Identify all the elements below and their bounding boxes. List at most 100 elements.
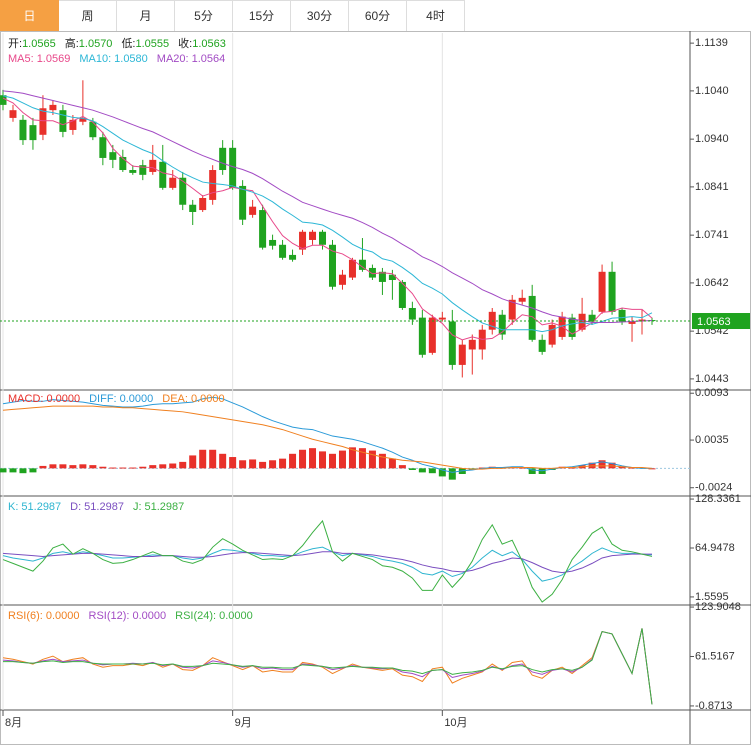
macd-bar (438, 468, 446, 477)
candle-body (29, 125, 37, 141)
indicator-line (2, 546, 653, 582)
macd-bar (528, 468, 536, 474)
legend-name: MACD: (8, 393, 44, 405)
indicator-line (2, 396, 652, 473)
legend-label: 收: (178, 38, 193, 50)
legend-value: 1.0580 (114, 53, 148, 65)
legend-label: 高: (64, 38, 79, 50)
candle-body (588, 314, 596, 322)
tab[interactable]: 4时 (407, 0, 465, 32)
candle-body (538, 339, 546, 352)
candle-body (458, 344, 466, 365)
legend-name: J: (132, 501, 142, 513)
legend-value: 0.0000 (132, 610, 167, 622)
y-tick-label: 1.1040 (695, 85, 729, 97)
candle-body (79, 117, 87, 122)
macd-bar (179, 461, 187, 469)
candle-body (89, 121, 97, 138)
x-tick-label: 10月 (444, 717, 467, 729)
candle-body (259, 210, 267, 248)
y-tick-label: 1.0443 (695, 373, 729, 385)
indicator-line (2, 95, 653, 333)
candle-body (229, 147, 237, 188)
candle-body (309, 231, 317, 240)
candle-body (219, 147, 227, 171)
legend-name: MA5: (8, 53, 34, 65)
tab[interactable]: 5分 (175, 0, 233, 32)
indicator-line (2, 519, 653, 603)
candle-body (358, 259, 366, 270)
y-tick-label: 0.0093 (695, 387, 729, 399)
macd-bar (259, 461, 267, 469)
legend-value: 0.0000 (45, 610, 80, 622)
candle-body (498, 314, 506, 335)
last-price-label: 1.0563 (697, 316, 731, 328)
y-tick-label: 0.0035 (695, 434, 729, 446)
y-tick-label: 61.5167 (695, 650, 735, 662)
candle-body (548, 324, 556, 345)
x-tick-label: 9月 (235, 717, 252, 729)
macd-bar (199, 449, 207, 469)
macd-bar (209, 449, 217, 469)
candle-body (438, 317, 446, 320)
candle-body (319, 231, 327, 245)
y-tick-label: 123.9048 (695, 601, 741, 613)
macd-bar (79, 464, 87, 469)
candle-body (289, 254, 297, 260)
legend-value: 1.0563 (192, 38, 226, 50)
y-tick-label: 1.0940 (695, 133, 729, 145)
macd-bar (269, 460, 277, 469)
macd-bar (219, 453, 227, 469)
legend-value: 1.0565 (22, 38, 56, 50)
y-tick-label: 1.1139 (695, 37, 728, 49)
macd-bar (169, 463, 177, 469)
last-price-box (692, 313, 750, 330)
macd-bar (418, 468, 426, 473)
y-tick-label: -0.8713 (695, 700, 732, 712)
tab[interactable]: 日 (0, 0, 59, 32)
legend-value: 1.0569 (36, 53, 71, 65)
macd-bar (239, 460, 247, 469)
tab[interactable]: 15分 (233, 0, 291, 32)
legend-name: D: (70, 501, 82, 513)
candle-body (328, 244, 336, 287)
macd-bar (109, 467, 117, 469)
candle-body (468, 339, 476, 350)
candle-body (189, 204, 197, 212)
candle-body (448, 321, 456, 365)
candle-body (348, 259, 356, 278)
legend-name: MA10: (79, 53, 112, 65)
legend-value: 1.0564 (191, 53, 226, 65)
macd-bar (19, 468, 27, 474)
macd-bar (358, 448, 366, 469)
series-legend: RSI(6): 0.0000 RSI(12): 0.0000 RSI(24): 0.000… (8, 609, 262, 623)
macd-bar (319, 451, 327, 469)
indicator-line (2, 97, 653, 341)
tab[interactable]: 60分 (349, 0, 407, 32)
series-legend: MA5: 1.0569 MA10: 1.0580 MA20: 1.0564 (8, 52, 234, 66)
indicator-line (2, 405, 653, 470)
legend-name: RSI(24): (175, 610, 217, 622)
macd-bar (368, 450, 376, 469)
indicator-line (3, 628, 653, 705)
macd-bar (618, 466, 626, 469)
candle-body (129, 170, 137, 173)
macd-bar (39, 465, 47, 469)
candle-body (39, 108, 47, 135)
candle-body (159, 161, 167, 188)
macd-bar (299, 449, 307, 469)
macd-bar (388, 458, 396, 469)
macd-bar (0, 468, 7, 473)
legend-value: 0.0000 (190, 393, 225, 405)
macd-bar (159, 464, 167, 469)
candle-body (249, 206, 257, 215)
candle-body (299, 231, 307, 250)
candle-body (338, 274, 346, 285)
legend-name: K: (8, 501, 19, 513)
macd-bar (598, 460, 606, 469)
tab[interactable]: 月 (117, 0, 175, 32)
legend-label: 低: (121, 38, 136, 50)
macd-bar (338, 450, 346, 469)
macd-bar (49, 464, 57, 469)
